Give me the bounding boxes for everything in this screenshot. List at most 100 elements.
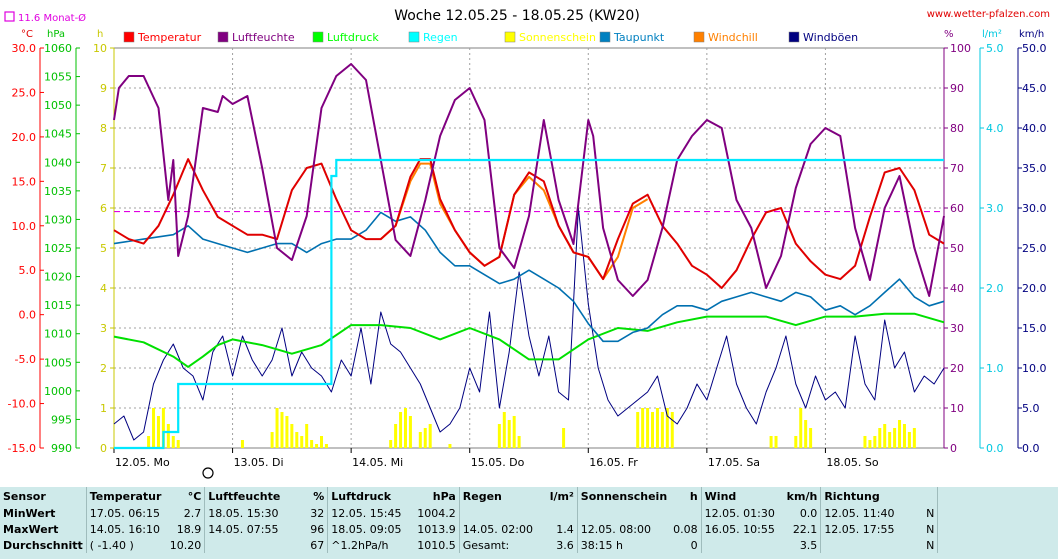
wind-tick-label: 40.0 (1022, 122, 1047, 135)
row-spacer (937, 537, 1056, 553)
rain-time: Gesamt: (458, 537, 541, 553)
wind-tick-label: 10.0 (1022, 362, 1047, 375)
legend-swatch (693, 31, 705, 43)
sunshine-bar (290, 424, 294, 448)
wind-value: 3.5 (799, 538, 818, 552)
sunshine-bar (512, 416, 516, 448)
x-tick-label: 13.05. Di (234, 456, 284, 469)
sunshine-bar (320, 436, 323, 448)
legend-swatch (504, 31, 516, 43)
dir-value: N (926, 538, 935, 552)
unit-hpa: hPa (47, 29, 65, 40)
sunshine-bar (670, 412, 674, 448)
x-tick-label: 12.05. Mo (115, 456, 170, 469)
rain-value: 3.6 (556, 538, 574, 552)
sunshine-bar (863, 436, 867, 448)
sun-value: 0.08 (673, 522, 698, 536)
sunshine-tick-label: 6 (100, 202, 107, 215)
wind-tick-label: 45.0 (1022, 82, 1047, 95)
pressure-tick-label: 1010 (44, 328, 72, 341)
dir-time (820, 537, 912, 553)
temperature-tick-label: 15.0 (12, 175, 37, 188)
site-url[interactable]: www.wetter-pfalzen.com (927, 9, 1050, 20)
sunshine-bar (912, 428, 916, 448)
pressure-tick-label: 995 (51, 413, 72, 426)
unit-celsius: °C (21, 29, 33, 40)
unit-kmh: km/h (1019, 29, 1044, 40)
pressure-tick-label: 1040 (44, 156, 72, 169)
rain-tick-label: 3.0 (986, 202, 1004, 215)
humidity-tick-label: 20 (950, 362, 964, 375)
hum-value: 67 (310, 538, 325, 552)
sunshine-bar (399, 412, 403, 448)
legend-label: Regen (423, 31, 458, 44)
sunshine-tick-label: 9 (100, 82, 107, 95)
hum-time: 14.05. 07:55 (204, 521, 292, 537)
sunshine-bar (171, 436, 175, 448)
humidity-tick-label: 30 (950, 322, 964, 335)
sunshine-bar (240, 440, 244, 448)
temperature-tick-label: 30.0 (12, 42, 37, 55)
temp-value: 2.7 (183, 506, 202, 520)
wind-tick-label: 25.0 (1022, 242, 1047, 255)
press-time: 18.05. 09:05 (327, 521, 415, 537)
dir-value: N (926, 506, 935, 520)
legend-label: Sonnenschein (519, 31, 596, 44)
row-label: MaxWert (3, 522, 59, 536)
wind-tick-label: 0.0 (1022, 442, 1040, 455)
sunshine-bar (517, 436, 521, 448)
wind-tick-label: 50.0 (1022, 42, 1047, 55)
sunshine-bar (873, 436, 877, 448)
sunshine-bar (655, 408, 659, 448)
stats-row-min: MinWert 17.05. 06:15 2.7 18.05. 15:30 32… (0, 505, 1056, 521)
rain-time (458, 505, 541, 521)
sunshine-bar (152, 408, 156, 448)
chart-axes: 12.05. Mo 13.05. Di 14.05. Mi 15.05. Do 16.0… (8, 42, 1047, 469)
sunshine-tick-label: 5 (100, 242, 107, 255)
statistics-table: Sensor Temperatur °C Luftfeuchte % Luftd… (0, 487, 1056, 553)
sunshine-bar (898, 420, 902, 448)
press-value: 1010.5 (417, 538, 456, 552)
sunshine-bars (147, 408, 916, 448)
weather-chart: 12.05. Mo 13.05. Di 14.05. Mi 15.05. Do 16.0… (4, 8, 1050, 479)
col-temp-unit: °C (187, 489, 202, 503)
hum-value: 32 (310, 506, 325, 520)
sunshine-bar (423, 428, 427, 448)
series-windboeen (113, 207, 945, 441)
legend-swatch (408, 31, 420, 43)
x-tick-label: 14.05. Mi (352, 456, 403, 469)
x-tick-label: 16.05. Fr (589, 456, 638, 469)
sunshine-tick-label: 10 (93, 42, 107, 55)
sunshine-bar (389, 440, 393, 448)
temp-time: 14.05. 16:10 (85, 521, 167, 537)
col-sun-unit: h (689, 489, 698, 503)
sunshine-bar (156, 416, 160, 448)
sunshine-tick-label: 3 (100, 322, 107, 335)
sun-time: 38:15 h (576, 537, 671, 553)
temperature-tick-label: -5.0 (15, 353, 36, 366)
sunshine-bar (295, 432, 299, 448)
temp-value: 18.9 (176, 522, 202, 536)
sunshine-tick-label: 0 (100, 442, 107, 455)
temperature-tick-label: 0.0 (19, 309, 37, 322)
sun-value (670, 505, 701, 521)
rain-tick-label: 0.0 (986, 442, 1004, 455)
sunshine-bar (888, 432, 892, 448)
temp-value: 10.20 (169, 538, 202, 552)
sunshine-bar (769, 436, 773, 448)
x-tick-label: 18.05. So (826, 456, 878, 469)
col-dir-unit (911, 487, 938, 505)
col-press-unit: hPa (432, 489, 456, 503)
wind-value: 0.0 (799, 506, 818, 520)
wind-tick-label: 20.0 (1022, 282, 1047, 295)
sunshine-bar (315, 444, 319, 448)
legend-swatch (217, 31, 229, 43)
sunshine-bar (651, 412, 655, 448)
pressure-tick-label: 1000 (44, 385, 72, 398)
temp-time: 17.05. 06:15 (85, 505, 167, 521)
legend: Temperatur Luftfeuchte Luftdruck Regen Sonne… (123, 31, 858, 44)
x-tick-label: 15.05. Do (471, 456, 525, 469)
sunshine-bar (176, 440, 180, 448)
pressure-tick-label: 1030 (44, 213, 72, 226)
sunshine-bar (562, 428, 566, 448)
